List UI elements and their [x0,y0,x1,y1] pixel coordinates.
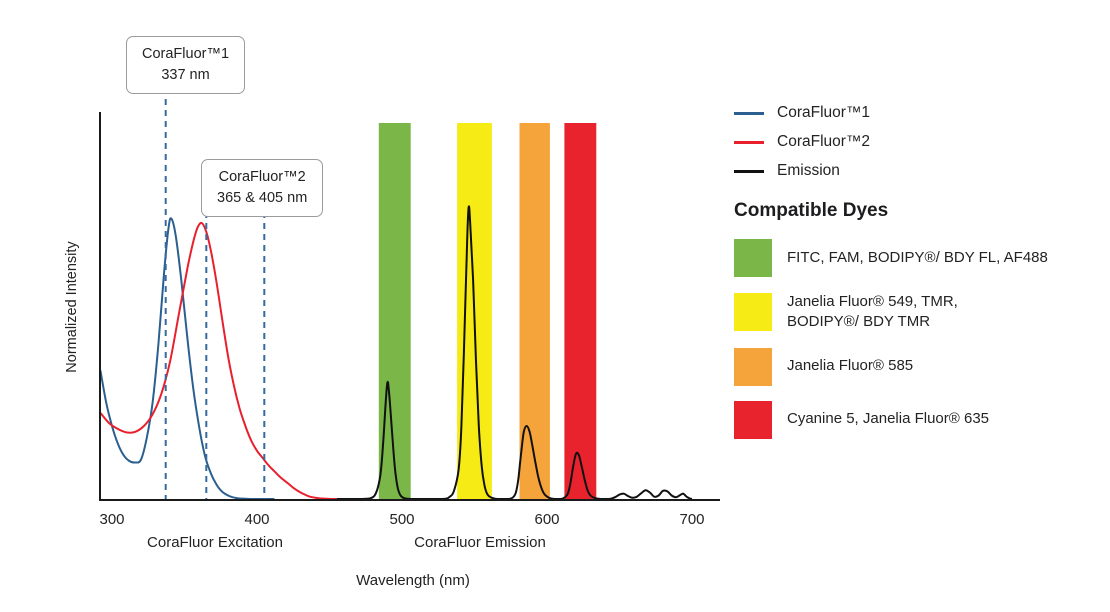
y-axis-label: Normalized Intensity [64,241,80,373]
x-axis-label: Wavelength (nm) [356,572,470,589]
legend-label-corafluor2: CoraFluor™2 [777,133,871,150]
spectra-plot: 300 400 500 600 700 CoraFluor Excitation… [64,88,720,589]
plot-content [99,88,693,500]
x-tick-700: 700 [679,511,704,528]
orange-dye-label: Janelia Fluor® 585 [787,357,914,375]
legend-panel: CoraFluor™1 CoraFluor™2 Emission Compati… [734,104,1110,454]
x-tick-500: 500 [389,511,414,528]
green-dye-swatch [734,239,772,277]
emission-line-swatch [734,169,764,173]
annotation-corafluor2: CoraFluor™2 365 & 405 nm [201,159,324,218]
dye-item-green: FITC, FAM, BODIPY®/ BDY FL, AF488 [734,239,1110,277]
emission-section-label: CoraFluor Emission [414,534,546,551]
annotation-corafluor2-name: CoraFluor™2 [218,169,306,185]
legend-label-corafluor1: CoraFluor™1 [777,104,871,121]
dye-item-orange: Janelia Fluor® 585 [734,347,1110,386]
annotation-corafluor1: CoraFluor™1 337 nm [126,36,246,95]
orange-dye-swatch [734,347,772,386]
corafluor1-line-swatch [734,111,764,115]
legend-item-corafluor2: CoraFluor™2 [734,133,1110,151]
dye-item-red: Cyanine 5, Janelia Fluor® 635 [734,400,1110,439]
compatible-dyes-heading: Compatible Dyes [734,200,889,221]
corafluor2-line-swatch [734,140,764,144]
dye-item-yellow: Janelia Fluor® 549, TMR, BODIPY®/ BDY TM… [734,292,1110,333]
x-tick-600: 600 [534,511,559,528]
red-dye-swatch [734,400,772,439]
yellow-dye-label: Janelia Fluor® 549, TMR, BODIPY®/ BDY TM… [787,293,958,331]
excitation-section-label: CoraFluor Excitation [147,534,283,551]
x-tick-300: 300 [99,511,124,528]
legend-item-emission: Emission [734,162,1110,180]
green-dye-label: FITC, FAM, BODIPY®/ BDY FL, AF488 [787,248,1048,266]
red-dye-label: Cyanine 5, Janelia Fluor® 635 [787,410,990,428]
annotation-corafluor1-name: CoraFluor™1 [142,46,230,62]
legend-label-emission: Emission [777,162,840,179]
annotation-corafluor1-wavelength: 337 nm [161,67,210,84]
yellow-dye-swatch [734,293,772,332]
annotation-corafluor2-wavelength: 365 & 405 nm [217,190,308,207]
legend-item-corafluor1: CoraFluor™1 [734,104,1110,122]
x-tick-400: 400 [244,511,269,528]
